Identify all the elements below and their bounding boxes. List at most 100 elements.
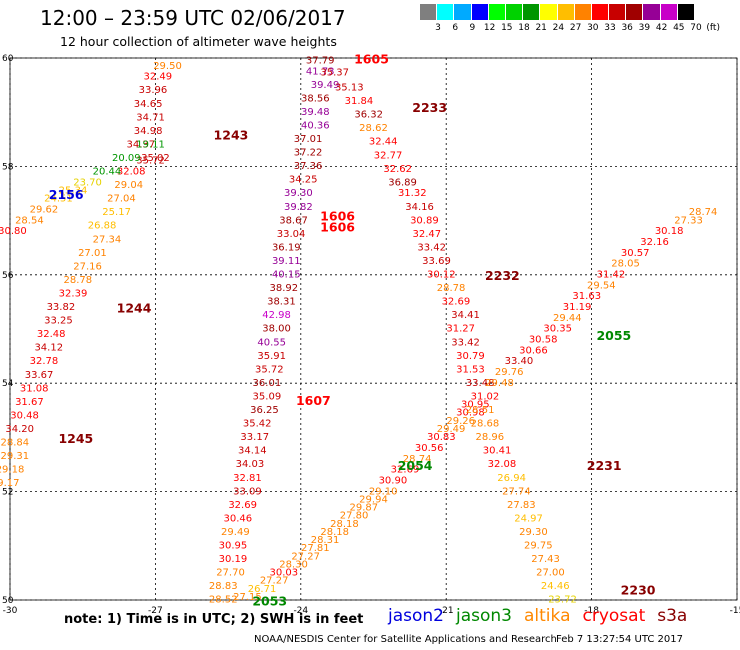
swh-value: 27.27 bbox=[260, 576, 289, 587]
swh-value: 24.51 bbox=[44, 194, 73, 205]
swh-value: 28.83 bbox=[209, 581, 238, 592]
colorbar-swatch bbox=[660, 4, 678, 20]
swh-value: 33.09 bbox=[233, 486, 262, 497]
map-subtitle: 12 hour collection of altimeter wave hei… bbox=[60, 34, 337, 49]
swh-value: 33.42 bbox=[417, 242, 446, 253]
swh-value: 33.40 bbox=[505, 356, 534, 367]
colorbar-swatch bbox=[557, 4, 575, 20]
colorbar-label: 6 bbox=[452, 23, 459, 33]
swh-value: 35.42 bbox=[243, 419, 272, 430]
track-s3a-2230-2233-lower: 28.51 28.68 28.96 30.41 32.08 26.94 27.74 27.83… bbox=[466, 405, 577, 606]
swh-value: 30.58 bbox=[529, 335, 558, 346]
swh-value: 32.77 bbox=[374, 150, 403, 161]
pass-time-label: 1606 bbox=[320, 209, 355, 224]
swh-value: 28.05 bbox=[611, 259, 640, 270]
swh-value: 20.44 bbox=[93, 167, 122, 178]
swh-value: 32.16 bbox=[640, 237, 669, 248]
swh-value: 27.70 bbox=[216, 568, 245, 579]
swh-value: 27.74 bbox=[502, 486, 531, 497]
swh-value: 30.80 bbox=[0, 226, 27, 237]
swh-value: 29.87 bbox=[349, 503, 378, 514]
swh-value: 28.74 bbox=[403, 454, 432, 465]
swh-value: 28.54 bbox=[15, 215, 44, 226]
swh-value: 30.83 bbox=[427, 432, 456, 443]
swh-value: 24.46 bbox=[541, 581, 570, 592]
lon-tick-label: -21 bbox=[439, 606, 454, 616]
swh-value: 35.09 bbox=[253, 391, 282, 402]
track-jason2-2156: 19.11 20.09 20.4423.7025.3424.5129.6228.54… bbox=[0, 139, 165, 237]
swh-value: 29.10 bbox=[369, 486, 398, 497]
swh-value: 29.75 bbox=[524, 541, 553, 552]
swh-value: 33.96 bbox=[139, 85, 168, 96]
colorbar-swatch bbox=[523, 4, 541, 20]
swh-value: 27.33 bbox=[674, 215, 703, 226]
swh-value: 30.95 bbox=[219, 541, 248, 552]
colorbar-swatch bbox=[626, 4, 644, 20]
swh-value: 27.00 bbox=[536, 568, 565, 579]
swh-value: 29.62 bbox=[30, 204, 59, 215]
swh-value: 31.32 bbox=[398, 188, 427, 199]
swh-value: 27.15 bbox=[233, 592, 262, 603]
swh-value: 32.81 bbox=[233, 473, 262, 484]
swh-value: 29.76 bbox=[495, 367, 524, 378]
swh-value: 27.04 bbox=[107, 194, 136, 205]
legend-jason3: jason3 bbox=[456, 606, 512, 626]
pass-time-label: 1607 bbox=[296, 393, 331, 408]
swh-value: 32.39 bbox=[59, 288, 88, 299]
colorbar-swatch bbox=[591, 4, 610, 20]
legend-s3a: s3a bbox=[657, 606, 688, 626]
swh-value: 32.08 bbox=[117, 167, 146, 178]
swh-value: 38.92 bbox=[270, 283, 299, 294]
swh-value: 30.79 bbox=[456, 351, 485, 362]
swh-value: 30.03 bbox=[270, 568, 299, 579]
swh-value: 36.32 bbox=[354, 110, 383, 121]
swh-value: 33.67 bbox=[25, 370, 54, 381]
lon-tick-label: -27 bbox=[148, 606, 163, 616]
swh-value: 31.63 bbox=[572, 291, 601, 302]
swh-value: 40.36 bbox=[301, 120, 330, 131]
map-gridlines bbox=[9, 57, 738, 601]
map-title: 12:00 – 23:59 UTC 02/06/2017 bbox=[40, 6, 346, 30]
swh-value: 29.49 bbox=[221, 527, 250, 538]
swh-value: 28.30 bbox=[279, 559, 308, 570]
colorbar-swatch bbox=[574, 4, 592, 20]
swh-value: 29.04 bbox=[114, 180, 143, 191]
lon-tick-label: -15 bbox=[730, 606, 740, 616]
swh-value: 23.72 bbox=[548, 595, 577, 606]
pass-time-label: 2232 bbox=[485, 268, 520, 283]
map-frame bbox=[9, 57, 738, 601]
colorbar-swatch bbox=[677, 4, 695, 20]
swh-value: 26.88 bbox=[88, 221, 117, 232]
colorbar-label: 30 bbox=[587, 23, 599, 33]
swh-value: 33.04 bbox=[277, 229, 306, 240]
swh-value: 36.01 bbox=[253, 378, 282, 389]
swh-value: 25.17 bbox=[102, 207, 131, 218]
swh-value: 28.68 bbox=[471, 419, 500, 430]
colorbar-label: 33 bbox=[604, 23, 616, 33]
swh-value: 28.74 bbox=[689, 207, 718, 218]
colorbar-label: 36 bbox=[621, 23, 633, 33]
swh-value: 30.46 bbox=[223, 513, 252, 524]
swh-value: 39.48 bbox=[301, 107, 330, 118]
track-altika-diagonal: 27.1526.7127.2730.0328.3027.2727.8128.31… bbox=[233, 207, 717, 603]
swh-value: 29.48 bbox=[485, 378, 514, 389]
swh-value: 32.08 bbox=[488, 459, 517, 470]
swh-value: 38.67 bbox=[279, 215, 308, 226]
legend-jason2: jason2 bbox=[388, 606, 444, 626]
lat-tick-label: 58 bbox=[2, 162, 14, 172]
swh-value: 33.17 bbox=[240, 432, 269, 443]
swh-value: 31.53 bbox=[456, 364, 485, 375]
lat-tick-label: 50 bbox=[2, 596, 14, 606]
swh-value: 30.98 bbox=[456, 408, 485, 419]
lon-tick-label: -24 bbox=[293, 606, 308, 616]
swh-value: 34.16 bbox=[405, 202, 434, 213]
colorbar-swatch bbox=[471, 4, 489, 20]
swh-value: 19.11 bbox=[136, 139, 165, 150]
swh-value: 28.62 bbox=[359, 123, 388, 134]
colorbar-label: 21 bbox=[535, 23, 547, 33]
colorbar-swatch bbox=[643, 4, 661, 20]
